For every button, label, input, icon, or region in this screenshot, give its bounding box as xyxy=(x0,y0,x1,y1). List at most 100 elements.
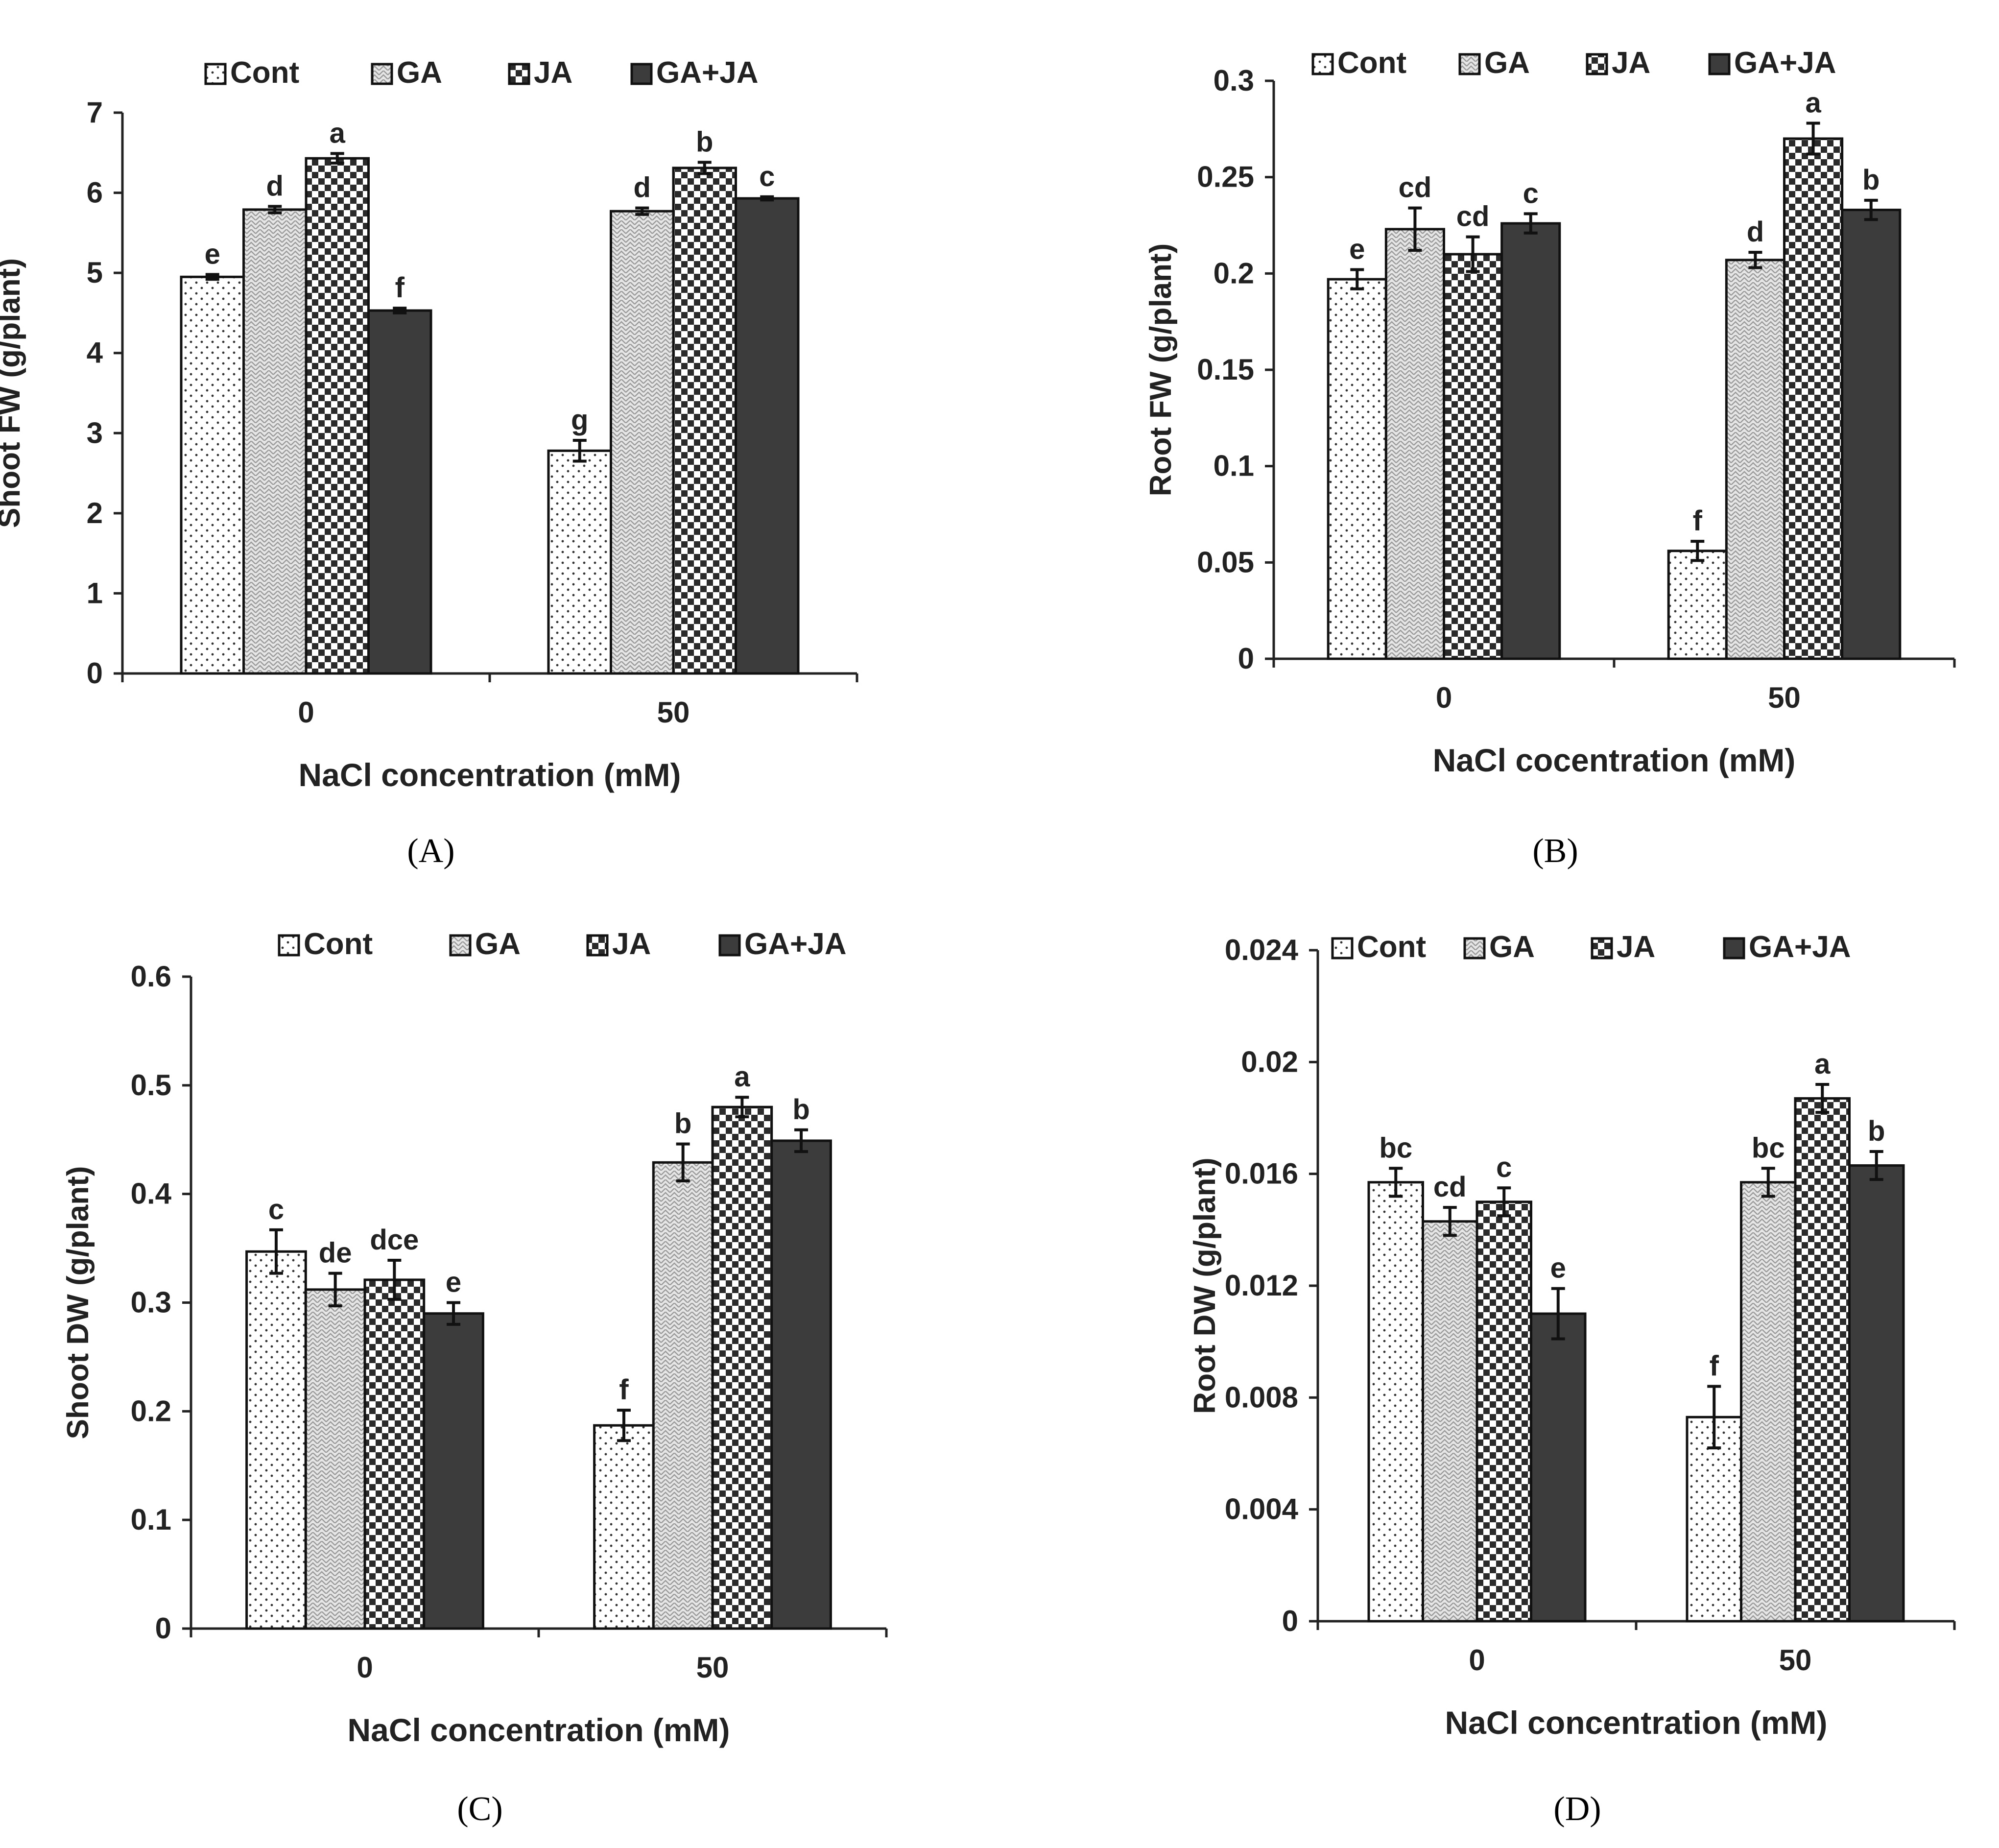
x-tick-label: 0 xyxy=(357,1651,373,1684)
bar-cont-0 xyxy=(180,275,245,675)
bar-ga-ja-0 xyxy=(1530,1312,1587,1623)
bar-ja-50 xyxy=(1794,1097,1851,1623)
y-tick-label: 0.3 xyxy=(131,1286,171,1319)
legend-swatch-ga xyxy=(1463,937,1486,960)
legend-swatch-ja xyxy=(508,63,530,85)
x-tick-label: 50 xyxy=(1768,681,1801,714)
significance-letter: c xyxy=(1523,177,1539,209)
legend-swatch-ga xyxy=(449,934,472,957)
significance-letter: b xyxy=(792,1094,809,1126)
x-axis-label: NaCl concentration (mM) xyxy=(298,757,681,793)
bar-ga-50 xyxy=(1740,1181,1797,1623)
y-tick-label: 0 xyxy=(155,1612,171,1645)
legend-label: GA+JA xyxy=(656,56,758,90)
y-tick-label: 0 xyxy=(1282,1605,1298,1637)
legend-swatch-cont xyxy=(204,63,227,85)
y-tick-label: 0.008 xyxy=(1225,1381,1298,1414)
significance-letter: dce xyxy=(370,1224,419,1256)
bar-cont-50 xyxy=(547,449,612,675)
bar-ga-ja-0 xyxy=(1500,222,1561,660)
bar-ja-50 xyxy=(672,167,737,675)
y-tick-label: 0.5 xyxy=(131,1069,171,1102)
x-tick-label: 0 xyxy=(298,696,314,729)
significance-letter: b xyxy=(674,1108,691,1140)
y-tick-label: 2 xyxy=(87,497,103,529)
bar-ja-50 xyxy=(1783,137,1844,660)
chart-panel-b: Cont GA JA GA+JA 0 0.05 0.1 0.15 0.2 0.25 0.3 0 e cd c… xyxy=(1000,0,1999,924)
significance-letter: c xyxy=(759,161,775,192)
legend-label: GA xyxy=(475,927,521,961)
bar-ga-50 xyxy=(610,210,675,675)
bar-ga-ja-50 xyxy=(1841,209,1902,660)
legend-label: JA xyxy=(1612,46,1650,80)
legend-label: GA xyxy=(397,56,442,90)
y-tick-label: 0.15 xyxy=(1197,353,1254,386)
legend-swatch-ga-ja xyxy=(630,63,653,85)
significance-letter: e xyxy=(205,238,220,270)
legend: Cont GA JA GA+JA xyxy=(1331,930,1851,964)
significance-letter: cd xyxy=(1433,1171,1467,1203)
significance-letter: bc xyxy=(1379,1132,1412,1164)
legend-label: GA+JA xyxy=(1749,930,1851,964)
x-tick-label: 0 xyxy=(1436,681,1452,714)
significance-letter: a xyxy=(1805,87,1821,119)
significance-letter: b xyxy=(696,126,713,158)
x-tick-label: 50 xyxy=(1779,1644,1812,1677)
significance-letter: e xyxy=(1550,1252,1566,1284)
y-tick-label: 0.02 xyxy=(1241,1045,1298,1078)
y-tick-label: 0 xyxy=(1238,642,1254,675)
y-axis-label: Shoot FW (g/plant) xyxy=(0,258,26,528)
bar-ja-0 xyxy=(363,1278,426,1630)
y-tick-label: 0.016 xyxy=(1225,1157,1298,1190)
x-axis-label: NaCl concentration (mM) xyxy=(347,1712,730,1748)
significance-letter: d xyxy=(1747,216,1764,248)
y-tick-label: 0.012 xyxy=(1225,1269,1298,1302)
y-tick-label: 0.25 xyxy=(1197,161,1254,193)
bar-ga-0 xyxy=(1422,1220,1478,1623)
y-tick-label: 4 xyxy=(87,336,103,369)
bar-ja-50 xyxy=(711,1105,773,1630)
significance-letter: cd xyxy=(1456,201,1490,233)
y-tick-label: 0.004 xyxy=(1225,1493,1299,1526)
legend-label: JA xyxy=(534,56,572,90)
significance-letter: a xyxy=(330,117,346,149)
legend-swatch-ga-ja xyxy=(718,934,741,957)
panel-caption: (C) xyxy=(457,1790,502,1828)
significance-letter: c xyxy=(1496,1152,1512,1183)
y-tick-label: 0 xyxy=(87,657,103,690)
significance-letter: bc xyxy=(1752,1132,1785,1164)
bar-ga-50 xyxy=(1725,259,1785,660)
y-tick-label: 0.3 xyxy=(1214,64,1254,97)
legend-label: GA+JA xyxy=(744,927,846,961)
significance-letter: d xyxy=(266,170,284,202)
y-tick-label: 0.05 xyxy=(1197,546,1254,578)
legend-swatch-ja xyxy=(1586,53,1608,75)
legend-swatch-ga-ja xyxy=(1723,937,1745,960)
legend-label: Cont xyxy=(1357,930,1426,964)
x-tick-label: 50 xyxy=(657,696,690,729)
bar-ja-0 xyxy=(305,157,370,675)
chart-panel-d: Cont GA JA GA+JA 0 0.004 0.008 0.012 0.016 0.02 0.… xyxy=(1000,924,1999,1848)
bar-cont-50 xyxy=(1686,1416,1742,1623)
significance-letter: b xyxy=(1862,164,1880,196)
legend-label: Cont xyxy=(230,56,299,90)
bar-cont-0 xyxy=(245,1250,307,1630)
bar-ga-0 xyxy=(242,208,308,675)
bar-ga-0 xyxy=(304,1288,366,1630)
y-axis-label: Shoot DW (g/plant) xyxy=(61,1166,95,1440)
x-axis-label: NaCl concentration (mM) xyxy=(1445,1704,1827,1741)
significance-letter: b xyxy=(1868,1115,1885,1147)
significance-letter: cd xyxy=(1399,172,1432,204)
legend-swatch-ja xyxy=(1591,937,1613,960)
significance-letter: f xyxy=(395,272,405,304)
significance-letter: f xyxy=(1693,505,1703,537)
chart-panel-a: Cont GA JA GA+JA 0 1 2 3 4 5 6 7 0 e d a f 50 g d b c NaCl con… xyxy=(0,0,1000,924)
significance-letter: g xyxy=(571,404,588,436)
legend-swatch-ga xyxy=(371,63,393,85)
significance-letter: de xyxy=(319,1237,352,1269)
significance-letter: a xyxy=(734,1061,750,1093)
significance-letter: a xyxy=(1814,1048,1831,1080)
legend: Cont GA JA GA+JA xyxy=(278,927,846,961)
panel-caption: (D) xyxy=(1553,1790,1601,1828)
chart-a: Cont GA JA GA+JA 0 1 2 3 4 5 6 7 0 e d a f 50 g d b c NaCl con… xyxy=(0,56,858,870)
